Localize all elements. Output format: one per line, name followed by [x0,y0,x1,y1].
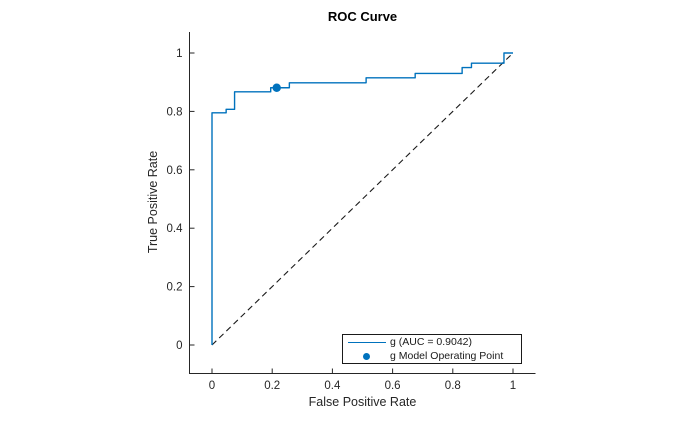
reference-diagonal-line [211,52,514,346]
operating-point-marker [272,83,281,92]
y-tick-label: 0 [176,340,182,352]
y-tick-label: 0.2 [167,282,183,294]
x-tick-label: 0 [209,380,215,392]
y-tick-label: 0.8 [167,106,183,118]
legend-marker-sample [363,352,370,360]
roc-curve-line [211,52,513,345]
axes-spines [189,32,536,374]
legend-item-operating-point: g Model Operating Point [343,349,521,363]
legend-line-sample-cell [343,341,390,343]
legend-label-roc: g (AUC = 0.9042) [390,336,473,348]
legend: g (AUC = 0.9042) g Model Operating Point [342,334,522,364]
y-axis-label: True Positive Rate [146,150,160,254]
x-tick-label: 0.4 [324,380,341,392]
x-tick-label: 0.2 [264,380,280,392]
legend-item-roc-curve: g (AUC = 0.9042) [343,335,521,349]
y-tick-label: 1 [176,48,182,60]
legend-label-operating-point: g Model Operating Point [390,350,504,362]
x-tick-label: 0.8 [445,380,461,392]
chart-title: ROC Curve [327,9,398,24]
x-tick-label: 0.6 [385,380,401,392]
x-axis-label: False Positive Rate [308,395,417,409]
x-tick-label: 1 [510,380,516,392]
legend-dot-sample-cell [343,352,390,360]
legend-line-sample [347,341,386,343]
y-tick-label: 0.4 [167,223,184,235]
y-tick-label: 0.6 [167,165,183,177]
